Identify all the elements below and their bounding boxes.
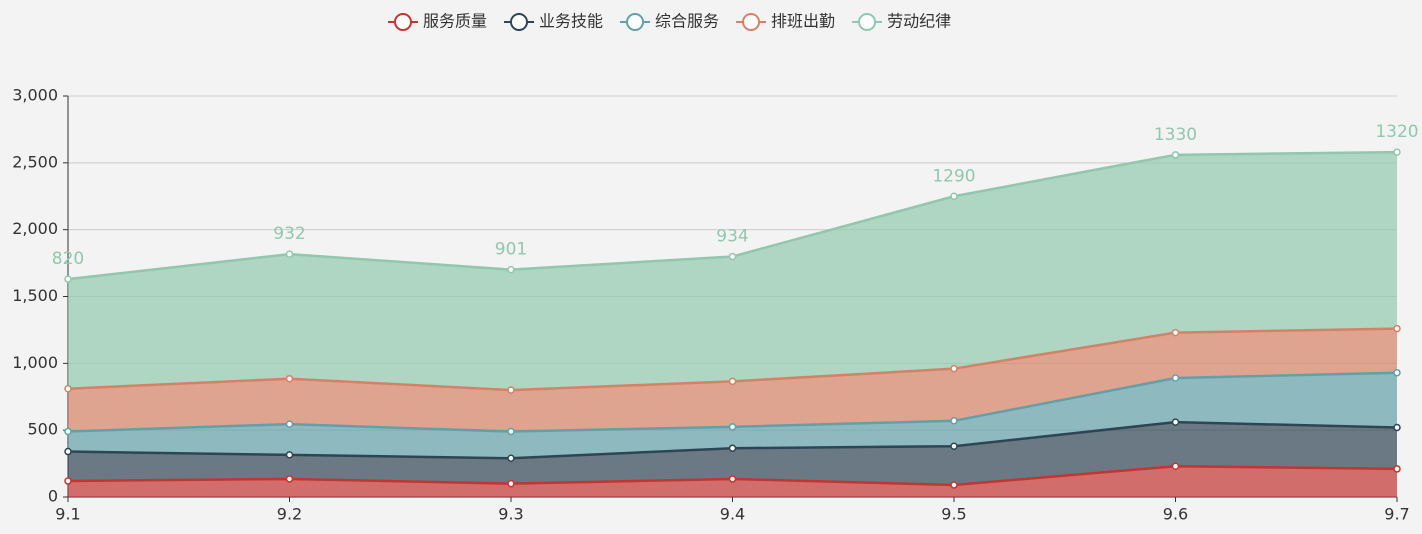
point (507, 427, 515, 436)
area (68, 328, 1397, 432)
data-label: 934 (716, 227, 748, 247)
data-label: 1290 (932, 166, 975, 186)
area (68, 152, 1397, 391)
point (507, 386, 515, 394)
legend-label: 业务技能 (539, 12, 603, 31)
data-label: 820 (52, 249, 84, 269)
point (950, 364, 958, 373)
point (728, 444, 737, 452)
point (1393, 368, 1401, 377)
legend-label: 综合服务 (655, 12, 719, 31)
y-tick-label: 2,500 (12, 152, 58, 171)
point (728, 423, 737, 431)
point (1171, 374, 1180, 382)
point (285, 475, 294, 483)
point (1393, 324, 1401, 333)
legend-icon (394, 13, 412, 31)
y-tick-label: 3,000 (12, 86, 58, 105)
x-tick-label: 9.7 (1384, 505, 1409, 524)
legend-icon (742, 13, 761, 31)
point (950, 417, 958, 425)
point (285, 374, 294, 383)
x-tick-label: 9.4 (720, 505, 745, 524)
area (68, 422, 1397, 485)
point (285, 250, 294, 258)
point (950, 192, 958, 200)
point (728, 377, 737, 386)
y-tick-label: 1,500 (12, 286, 58, 305)
data-label: 932 (273, 224, 305, 244)
point (1393, 423, 1401, 432)
x-tick-label: 9.2 (277, 505, 302, 524)
legend-label: 劳动纪律 (887, 12, 951, 31)
point (64, 447, 72, 456)
point (728, 475, 737, 483)
y-tick-label: 500 (27, 420, 58, 439)
point (507, 454, 515, 462)
y-tick-label: 1,000 (12, 353, 58, 372)
point (64, 275, 72, 283)
point (950, 442, 958, 450)
legend-label: 服务质量 (423, 12, 487, 31)
point (1171, 151, 1180, 159)
x-tick-label: 9.1 (55, 505, 80, 524)
point (1171, 418, 1180, 426)
legend-label: 排班出勤 (771, 12, 835, 31)
point (64, 427, 72, 436)
x-tick-label: 9.5 (941, 505, 966, 524)
point (507, 479, 515, 488)
area (68, 372, 1397, 459)
point (507, 265, 515, 274)
y-tick-label: 0 (48, 487, 58, 506)
data-label: 1320 (1375, 122, 1418, 142)
point (1171, 462, 1180, 471)
point (728, 252, 737, 261)
x-tick-label: 9.3 (498, 505, 523, 524)
legend-icon (858, 13, 877, 31)
point (64, 384, 72, 393)
legend-icon (510, 13, 529, 31)
point (1171, 328, 1180, 337)
data-label: 901 (495, 240, 527, 260)
point (64, 477, 72, 485)
legend-icon (626, 13, 645, 31)
point (1393, 465, 1401, 473)
point (285, 420, 294, 428)
point (950, 481, 958, 489)
x-tick-label: 9.6 (1163, 505, 1188, 524)
y-tick-label: 2,000 (12, 219, 58, 238)
point (1393, 148, 1401, 156)
data-label: 1330 (1154, 125, 1197, 145)
point (285, 451, 294, 459)
